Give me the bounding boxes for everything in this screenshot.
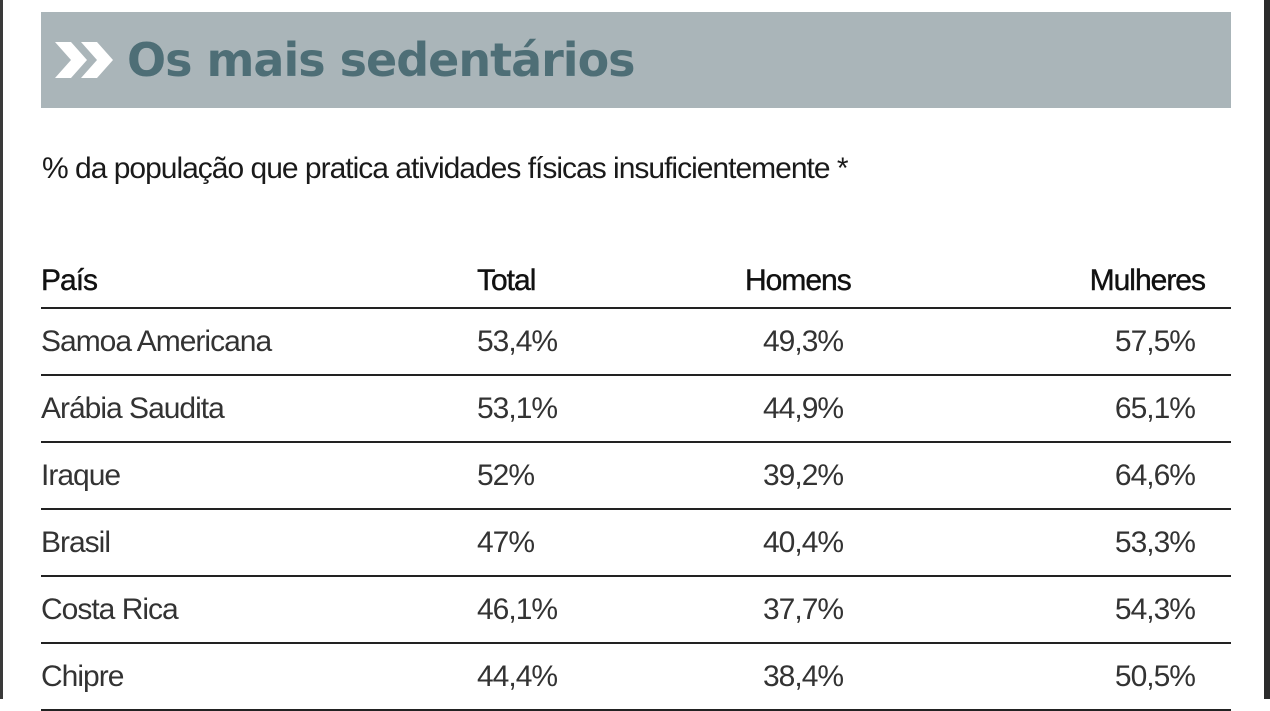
women-cell: 53,3% — [1017, 509, 1231, 577]
women-cell: 64,6% — [1017, 442, 1231, 510]
men-cell: 40,4% — [717, 509, 1017, 577]
table-row: Chipre 44,4% 38,4% 50,5% — [41, 643, 1231, 711]
women-cell: 57,5% — [1017, 308, 1231, 376]
country-cell: Iraque — [41, 442, 477, 510]
country-cell: Arábia Saudita — [41, 375, 477, 443]
table-row: Arábia Saudita 53,1% 44,9% 65,1% — [41, 375, 1231, 443]
total-cell: 46,1% — [477, 576, 717, 644]
left-frame-edge — [0, 0, 3, 699]
table-row: Brasil 47% 40,4% 53,3% — [41, 509, 1231, 577]
total-cell: 44,4% — [477, 643, 717, 711]
country-cell: Brasil — [41, 509, 477, 577]
country-cell: Samoa Americana — [41, 308, 477, 376]
men-cell: 44,9% — [717, 375, 1017, 443]
table-subtitle: % da população que pratica atividades fí… — [42, 152, 849, 185]
page-title: Os mais sedentários — [127, 33, 636, 87]
country-cell: Costa Rica — [41, 576, 477, 644]
sedentary-table: País Total Homens Mulheres Samoa America… — [41, 255, 1231, 711]
total-cell: 53,1% — [477, 375, 717, 443]
column-header-total: Total — [477, 255, 717, 309]
total-cell: 53,4% — [477, 308, 717, 376]
table-header-row: País Total Homens Mulheres — [41, 255, 1231, 309]
table-row: Samoa Americana 53,4% 49,3% 57,5% — [41, 308, 1231, 376]
column-header-men: Homens — [717, 255, 1017, 309]
column-header-country: País — [41, 255, 477, 309]
country-cell: Chipre — [41, 643, 477, 711]
men-cell: 49,3% — [717, 308, 1017, 376]
men-cell: 39,2% — [717, 442, 1017, 510]
women-cell: 50,5% — [1017, 643, 1231, 711]
men-cell: 38,4% — [717, 643, 1017, 711]
column-header-women: Mulheres — [1017, 255, 1231, 309]
women-cell: 65,1% — [1017, 375, 1231, 443]
women-cell: 54,3% — [1017, 576, 1231, 644]
right-frame-edge — [1264, 0, 1270, 699]
men-cell: 37,7% — [717, 576, 1017, 644]
table-row: Iraque 52% 39,2% 64,6% — [41, 442, 1231, 510]
total-cell: 52% — [477, 442, 717, 510]
double-chevron-right-icon — [55, 42, 113, 78]
total-cell: 47% — [477, 509, 717, 577]
title-banner: Os mais sedentários — [41, 12, 1231, 108]
table-row: Costa Rica 46,1% 37,7% 54,3% — [41, 576, 1231, 644]
